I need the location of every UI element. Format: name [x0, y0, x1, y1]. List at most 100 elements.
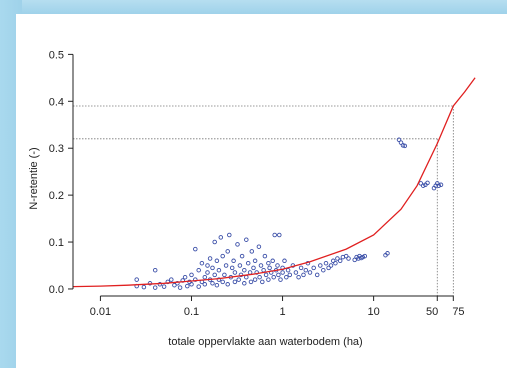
data-point [152, 285, 158, 290]
data-point [232, 270, 238, 275]
x-tick-label: 75 [452, 306, 464, 318]
data-point [303, 267, 309, 273]
data-point [222, 272, 227, 278]
data-point [257, 274, 262, 280]
data-point [330, 258, 336, 264]
data-point [278, 277, 283, 282]
data-point [225, 249, 230, 254]
data-point [402, 143, 408, 149]
data-point [356, 256, 361, 261]
data-point [244, 237, 249, 242]
data-point [249, 249, 255, 254]
data-point [254, 270, 259, 275]
data-point [318, 263, 323, 268]
data-point [245, 260, 251, 266]
data-point [237, 263, 243, 268]
data-point [307, 270, 313, 275]
data-point [311, 265, 316, 271]
data-point [196, 267, 201, 273]
data-point [235, 242, 240, 247]
data-point [231, 258, 236, 264]
data-point [277, 232, 282, 238]
data-point [251, 265, 256, 271]
data-point [418, 181, 424, 186]
data-point [252, 277, 258, 282]
data-point [420, 183, 426, 188]
data-point [385, 251, 390, 256]
data-point [157, 282, 163, 287]
data-point [214, 282, 220, 288]
data-point [227, 232, 232, 238]
y-tick-label: 0.1 [49, 237, 64, 249]
data-point [202, 274, 208, 280]
y-ticks: 0.0 0.1 0.2 0.3 0.4 0.5 [49, 49, 73, 296]
x-tick-label: 50 [426, 306, 438, 318]
data-point [212, 239, 217, 245]
data-point [261, 267, 266, 273]
data-point [285, 267, 291, 273]
data-point [175, 281, 180, 286]
data-point [202, 282, 208, 287]
data-point [296, 274, 301, 280]
data-point [436, 183, 442, 188]
data-point [182, 274, 188, 280]
data-point [293, 270, 299, 275]
data-point [301, 272, 306, 278]
data-point [335, 256, 340, 261]
data-point [242, 267, 247, 273]
data-point [266, 260, 271, 266]
x-tick-label: 10 [367, 306, 379, 318]
data-point [220, 253, 225, 259]
data-point [314, 272, 320, 278]
data-point [165, 279, 171, 285]
data-point [362, 253, 368, 259]
data-point [425, 180, 430, 186]
y-tick-label: 0.3 [49, 143, 64, 155]
y-axis-label: N-retentie (-) [28, 147, 40, 209]
data-point [205, 270, 210, 275]
data-point [275, 263, 280, 268]
data-point [212, 272, 217, 278]
data-point [258, 263, 264, 268]
data-point [216, 277, 222, 282]
data-point [232, 279, 238, 285]
data-point [244, 274, 249, 280]
x-axis-label: totale oppervlakte aan waterbodem (ha) [168, 336, 362, 348]
reference-lines [73, 105, 454, 296]
y-tick-label: 0.2 [49, 190, 64, 202]
data-point [193, 277, 198, 282]
data-point [161, 284, 167, 289]
data-point [337, 258, 343, 264]
data-point [189, 282, 194, 287]
data-point [280, 270, 285, 275]
data-point [199, 260, 205, 266]
x-tick-label: 1 [279, 306, 285, 318]
data-point [333, 260, 338, 266]
data-point [328, 263, 334, 268]
data-point [276, 272, 281, 278]
data-point [210, 265, 215, 271]
data-point [216, 267, 222, 273]
data-point [169, 277, 174, 282]
chart-panel [16, 14, 507, 368]
data-point [210, 281, 215, 286]
data-point [177, 285, 183, 290]
data-point [271, 274, 276, 280]
y-tick-label: 0.4 [49, 96, 64, 108]
data-point [256, 244, 262, 249]
x-ticks: 0.01 0.1 1 10 50 75 [90, 296, 465, 318]
data-point [267, 265, 272, 271]
data-point [236, 277, 241, 282]
data-point [220, 279, 225, 285]
data-point [438, 182, 444, 188]
data-point [260, 279, 265, 285]
data-point [326, 265, 331, 271]
data-point [185, 283, 190, 289]
data-point [323, 260, 329, 266]
data-point [282, 258, 287, 264]
data-point [223, 263, 229, 268]
fit-curve [72, 77, 476, 288]
data-point [189, 272, 194, 278]
data-point [196, 284, 201, 289]
